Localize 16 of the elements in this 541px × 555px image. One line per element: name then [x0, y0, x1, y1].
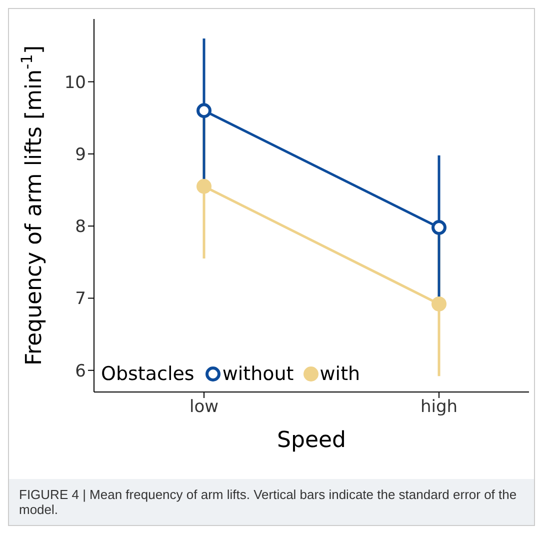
- caption: FIGURE 4 | Mean frequency of arm lifts. Vertical bars indicate the standard error of the model.: [19, 487, 518, 517]
- x-axis-title: Speed: [277, 428, 346, 453]
- point: [196, 103, 212, 118]
- point: [196, 178, 212, 194]
- y-tick-label: 7: [75, 289, 86, 310]
- x-tick-label: high: [420, 397, 458, 418]
- point: [432, 296, 446, 312]
- y-tick-label: 6: [75, 361, 86, 382]
- y-tick-label: 9: [75, 144, 86, 165]
- legend-label: with: [320, 363, 360, 385]
- x-tick-label: low: [189, 397, 219, 418]
- legend-title: Obstacles: [101, 363, 194, 385]
- legend-label: without: [222, 363, 294, 385]
- point: [432, 220, 446, 236]
- y-tick-label: 8: [75, 217, 86, 238]
- y-tick-label: 10: [64, 72, 86, 93]
